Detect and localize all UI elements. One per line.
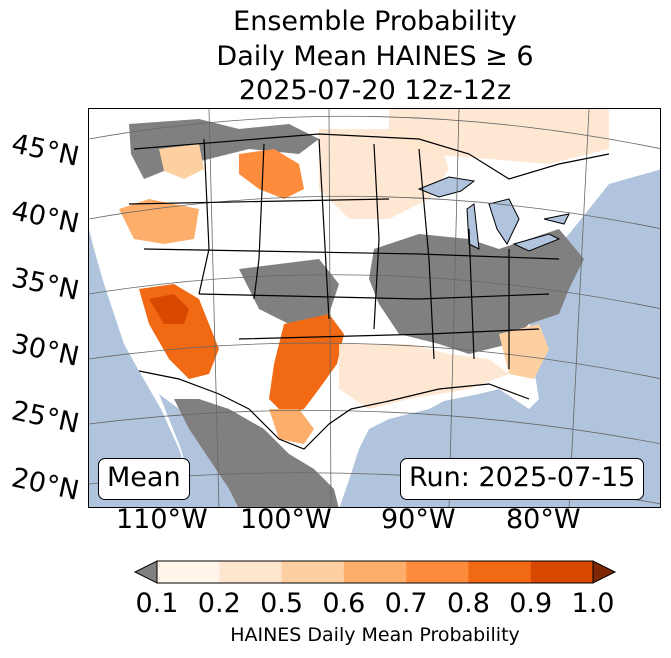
colorbar-frame (156, 560, 594, 584)
colorbar-segment (157, 561, 220, 583)
title-line-1: Ensemble Probability (233, 6, 517, 37)
colorbar-tick-label: 0.2 (197, 588, 241, 619)
colorbar-tick-label: 1.0 (571, 588, 615, 619)
lon-label-80: 80°W (506, 504, 581, 535)
colorbar-segment (530, 561, 594, 583)
colorbar-tick-label: 0.8 (446, 588, 490, 619)
colorbar-segments (133, 560, 617, 584)
no-data-mexico (174, 399, 339, 507)
state-borders (128, 133, 610, 450)
prob-field-texas (269, 314, 344, 414)
lat-label-40: 40°N (8, 195, 82, 240)
no-data-central (239, 259, 339, 324)
prob-field-gulf (339, 344, 509, 409)
map-canvas (89, 109, 660, 507)
colorbar-label: HAINES Daily Mean Probability (230, 624, 520, 646)
stat-box: Mean (98, 458, 190, 500)
land-area (89, 109, 660, 507)
title-line-2: Daily Mean HAINES ≥ 6 (216, 41, 534, 72)
prob-field-north (239, 149, 304, 199)
colorbar-tick-label: 0.7 (384, 588, 428, 619)
lon-label-100: 100°W (240, 504, 332, 535)
graticule (89, 109, 660, 507)
colorbar-tick-label: 0.5 (260, 588, 304, 619)
prob-field-southeast (499, 324, 549, 379)
prob-field-west (119, 199, 199, 244)
colorbar-under-arrow (133, 560, 158, 584)
lon-label-90: 90°W (381, 504, 456, 535)
lon-label-110: 110°W (116, 504, 208, 535)
colorbar-segment (343, 561, 407, 583)
lat-label-35: 35°N (8, 262, 82, 307)
colorbar-segment (219, 561, 283, 583)
prob-field-southwest-core (149, 294, 189, 324)
lat-label-30: 30°N (8, 328, 82, 373)
prob-field-canada (389, 109, 609, 164)
prob-field-texas-light (269, 409, 314, 444)
colorbar-segment (406, 561, 469, 583)
colorbar-segment (468, 561, 532, 583)
colorbar (133, 560, 617, 584)
lat-label-45: 45°N (8, 128, 82, 173)
no-data-east (369, 229, 584, 354)
title-line-3: 2025-07-20 12z-12z (238, 75, 512, 106)
prob-field-northwest (159, 144, 204, 179)
lat-label-25: 25°N (8, 395, 82, 440)
colorbar-over-arrow (592, 560, 617, 584)
probability-map (88, 108, 661, 508)
colorbar-tick-label: 0.1 (135, 588, 179, 619)
run-box: Run: 2025-07-15 (400, 458, 645, 500)
colorbar-tick-label: 0.9 (509, 588, 553, 619)
colorbar-tick-label: 0.6 (322, 588, 366, 619)
colorbar-segment (281, 561, 345, 583)
lat-label-20: 20°N (8, 462, 82, 507)
